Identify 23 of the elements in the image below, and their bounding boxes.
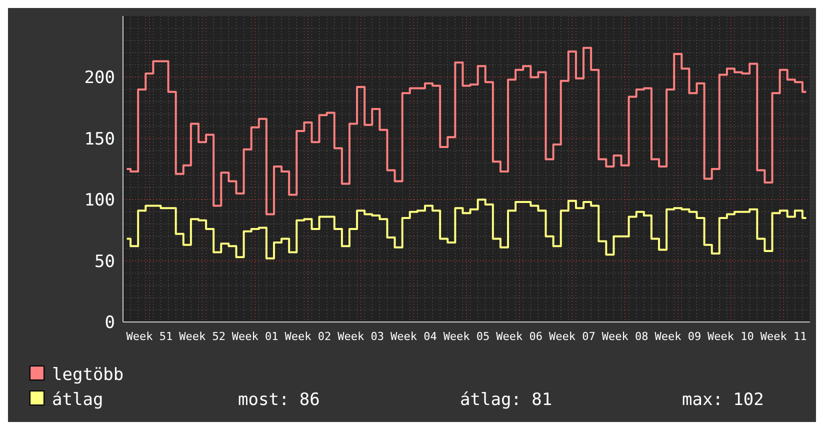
x-tick-label: Week 03	[338, 330, 384, 343]
x-tick-label: Week 04	[390, 330, 438, 343]
text: átlag: 81	[460, 390, 552, 410]
x-tick-label: Week 10	[708, 330, 754, 343]
x-tick-label: Week 52	[179, 330, 226, 343]
x-tick-label: Week 09	[654, 330, 702, 343]
text: max: 102	[682, 390, 764, 410]
x-tick-label: Week 07	[549, 330, 596, 343]
legend-label: átlag	[52, 390, 104, 410]
x-tick-label: Week 51	[126, 330, 173, 343]
y-tick-label: 200	[84, 68, 115, 88]
x-tick-label: Week 11	[760, 330, 807, 343]
y-tick-label: 50	[94, 252, 115, 272]
text: most: 86	[238, 390, 320, 410]
y-tick-label: 150	[84, 129, 115, 150]
x-tick-label: Week 05	[443, 330, 490, 343]
x-tick-label: Week 06	[496, 330, 543, 343]
y-tick-label: 0	[104, 312, 115, 333]
legend-label: legtöbb	[52, 364, 124, 385]
y-tick-label: 100	[84, 190, 115, 211]
x-tick-label: Week 01	[232, 330, 278, 343]
x-tick-label: Week 02	[284, 330, 332, 343]
x-tick-label: Week 08	[602, 330, 648, 343]
